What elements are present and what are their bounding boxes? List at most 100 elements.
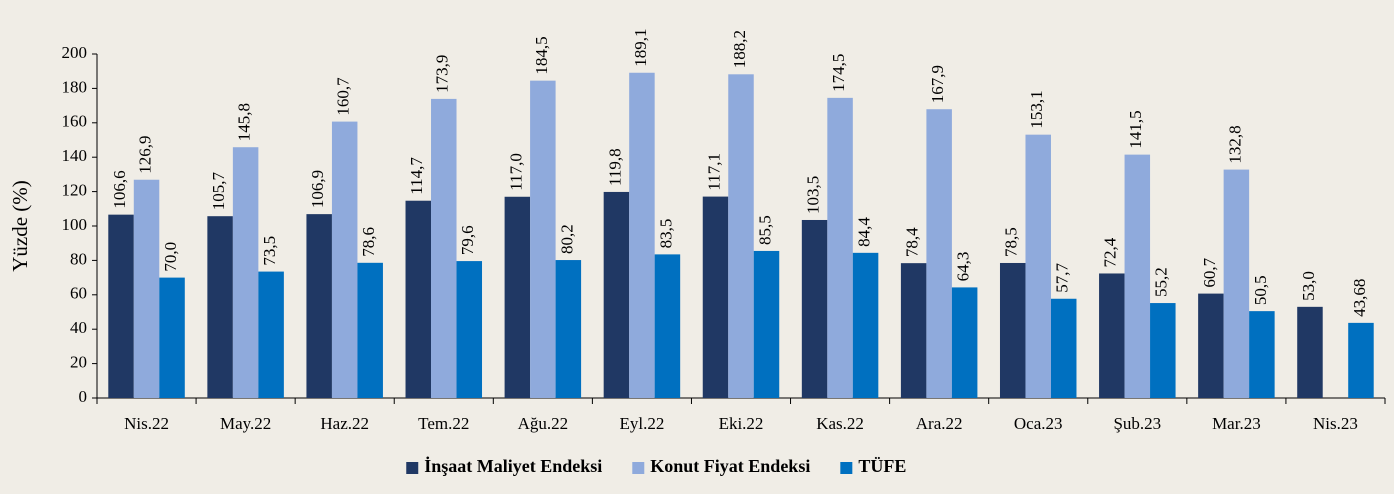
value-label: 79,6	[458, 225, 477, 255]
bar	[555, 260, 582, 398]
bar	[331, 121, 358, 398]
x-tick-label: Şub.23	[1113, 414, 1161, 433]
bar	[258, 271, 284, 398]
x-tick-label: May.22	[220, 414, 271, 433]
legend-swatch	[632, 462, 645, 474]
bar	[1348, 322, 1374, 398]
bar	[702, 196, 729, 398]
bar	[530, 80, 556, 398]
bar	[431, 98, 457, 398]
value-label: 188,2	[730, 30, 749, 68]
bar	[827, 97, 853, 399]
value-label: 160,7	[334, 77, 353, 116]
value-label: 80,2	[557, 224, 576, 254]
value-label: 173,9	[433, 55, 452, 93]
value-label: 57,7	[1053, 263, 1072, 293]
value-label: 43,68	[1350, 279, 1369, 317]
bar	[900, 263, 927, 398]
x-tick-label: Kas.22	[816, 414, 864, 433]
bar	[456, 261, 483, 398]
value-label: 84,4	[854, 217, 873, 247]
value-label: 78,6	[359, 227, 378, 257]
bar	[504, 196, 531, 398]
value-label: 184,5	[532, 36, 551, 74]
bar	[654, 254, 681, 398]
value-label: 117,1	[704, 153, 723, 191]
legend-label: Konut Fiyat Endeksi	[650, 456, 810, 476]
value-label: 145,8	[235, 103, 254, 141]
y-axis-label: Yüzde (%)	[8, 180, 32, 272]
x-tick-label: Eyl.22	[619, 414, 664, 433]
bar	[801, 219, 828, 398]
value-label: 117,0	[506, 153, 525, 191]
bar	[728, 74, 754, 399]
y-tick-label: 200	[62, 43, 88, 62]
y-tick-label: 40	[70, 318, 87, 337]
value-label: 72,4	[1101, 237, 1120, 267]
y-tick-label: 160	[62, 112, 88, 131]
bar	[1124, 154, 1151, 398]
value-label: 103,5	[803, 176, 822, 214]
bar	[405, 200, 432, 398]
bar	[1050, 298, 1077, 398]
y-tick-label: 100	[62, 215, 88, 234]
value-label: 126,9	[135, 135, 154, 173]
bar	[1025, 134, 1051, 398]
y-tick-label: 120	[62, 181, 88, 200]
value-label: 153,1	[1027, 90, 1046, 128]
value-label: 106,9	[308, 170, 327, 208]
value-label: 141,5	[1126, 110, 1145, 148]
y-tick-label: 20	[70, 353, 87, 372]
x-tick-label: Nis.22	[124, 414, 169, 433]
value-label: 132,8	[1225, 125, 1244, 163]
value-label: 73,5	[260, 236, 279, 266]
x-tick-label: Eki.22	[719, 414, 764, 433]
value-label: 119,8	[605, 148, 624, 186]
bar	[1150, 303, 1176, 398]
bar	[159, 277, 185, 398]
value-label: 83,5	[656, 219, 675, 249]
legend-swatch	[406, 462, 419, 474]
bar	[1223, 169, 1250, 398]
bar	[306, 214, 332, 398]
y-tick-label: 60	[70, 284, 87, 303]
bar	[1297, 306, 1323, 398]
y-tick-label: 140	[62, 146, 88, 165]
legend-label: İnşaat Maliyet Endeksi	[424, 456, 602, 476]
x-tick-label: Ara.22	[916, 414, 963, 433]
bar	[951, 287, 978, 398]
value-label: 105,7	[209, 171, 228, 210]
bar	[852, 252, 879, 398]
value-label: 53,0	[1299, 271, 1318, 301]
bar	[1099, 273, 1125, 398]
x-tick-label: Haz.22	[320, 414, 369, 433]
bar	[207, 216, 233, 398]
x-tick-label: Oca.23	[1014, 414, 1063, 433]
bar	[603, 191, 630, 398]
x-tick-label: Tem.22	[418, 414, 469, 433]
bar	[926, 109, 952, 398]
value-label: 114,7	[407, 157, 426, 195]
x-tick-label: Mar.23	[1212, 414, 1261, 433]
value-label: 64,3	[954, 252, 973, 282]
bar	[133, 179, 160, 398]
bar	[1249, 311, 1275, 398]
y-tick-label: 80	[70, 249, 87, 268]
value-label: 78,5	[1002, 227, 1021, 257]
value-label: 106,6	[110, 170, 129, 208]
value-label: 167,9	[928, 65, 947, 103]
bar	[629, 72, 655, 399]
bar	[357, 262, 383, 398]
bar	[232, 147, 259, 398]
y-tick-label: 180	[62, 77, 88, 96]
bar	[108, 214, 134, 398]
x-tick-label: Ağu.22	[518, 414, 569, 433]
x-tick-label: Nis.23	[1313, 414, 1358, 433]
bar	[999, 262, 1026, 398]
bar	[1198, 293, 1224, 398]
value-label: 78,4	[903, 227, 922, 257]
value-label: 70,0	[161, 242, 180, 272]
value-label: 85,5	[755, 215, 774, 245]
value-label: 55,2	[1152, 267, 1171, 297]
